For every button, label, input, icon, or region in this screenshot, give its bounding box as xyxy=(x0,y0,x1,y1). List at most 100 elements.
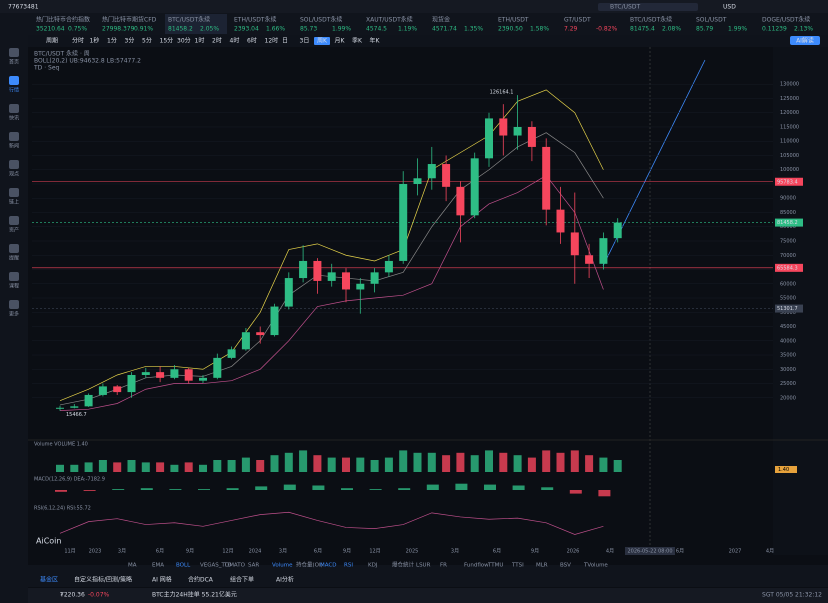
ticker-name[interactable]: SOL/USDT永续 xyxy=(300,16,342,24)
sidebar-label[interactable]: 观点 xyxy=(9,172,19,178)
sidebar-label[interactable]: 提醒 xyxy=(9,255,19,262)
ticker-name[interactable]: BTC/USDT永续 xyxy=(168,16,210,24)
candle-body xyxy=(141,372,150,375)
indicator-tab[interactable]: TTMU xyxy=(487,563,503,569)
volume-bar xyxy=(542,450,551,472)
period[interactable]: 月K xyxy=(335,38,346,45)
account: 77673481 xyxy=(8,4,39,11)
sidebar-label[interactable]: 新闻 xyxy=(9,143,19,150)
sidebar-label[interactable]: 资产 xyxy=(9,227,19,234)
bottom-tab[interactable]: 基金区 xyxy=(40,576,58,584)
sidebar-label[interactable]: 首页 xyxy=(9,59,19,66)
indicator-tab[interactable]: TD xyxy=(223,563,232,569)
ai-button[interactable] xyxy=(790,36,820,45)
sidebar-icon[interactable] xyxy=(9,104,19,113)
sidebar-icon[interactable] xyxy=(9,216,19,225)
volume-bar xyxy=(456,452,465,472)
sidebar-icon[interactable] xyxy=(9,188,19,197)
ticker-name[interactable]: ETH/USDT永续 xyxy=(234,16,276,24)
candle-body xyxy=(527,126,536,147)
ticker-name[interactable]: 热门比特币合约指数 xyxy=(36,16,90,24)
bottom-tab[interactable]: AI 网格 xyxy=(152,576,172,584)
bottom-tab[interactable]: 合约DCA xyxy=(188,576,214,584)
sidebar-icon[interactable] xyxy=(9,300,19,309)
time-label: 3月 xyxy=(451,549,459,555)
sidebar-icon[interactable] xyxy=(9,76,19,85)
sidebar-label[interactable]: 课程 xyxy=(9,283,19,290)
legend: TD · Seq xyxy=(33,65,60,72)
indicator-tab[interactable]: BOLL xyxy=(176,563,191,569)
search[interactable] xyxy=(598,3,698,11)
period[interactable]: 季K xyxy=(352,37,363,45)
ticker-name[interactable]: ETH/USDT xyxy=(498,17,529,24)
period[interactable]: 周K xyxy=(317,38,328,45)
bottom-tab[interactable]: 自定义指标/回测/策略 xyxy=(74,576,132,584)
sidebar-label[interactable]: 更多 xyxy=(9,311,19,318)
indicator-tab[interactable]: LSUR xyxy=(416,563,431,569)
indicator-tab[interactable]: TTSI xyxy=(511,563,524,569)
sidebar-icon[interactable] xyxy=(9,244,19,253)
ticker-name[interactable]: GT/USDT xyxy=(564,17,591,24)
time-label: 12月 xyxy=(369,549,380,555)
indicator-tab[interactable]: RSI xyxy=(344,563,353,569)
macd-bar xyxy=(255,486,268,490)
period[interactable]: 分时 xyxy=(72,37,84,45)
macd-bar xyxy=(369,489,382,490)
bottom-tab[interactable]: AI分析 xyxy=(276,576,294,584)
bottom-tab[interactable]: 组合下单 xyxy=(230,576,254,584)
sidebar-label[interactable]: 行情 xyxy=(9,87,19,94)
period[interactable]: 年K xyxy=(370,37,381,45)
sidebar-icon[interactable] xyxy=(9,132,19,141)
period[interactable]: 1时 xyxy=(195,37,205,45)
candle-body xyxy=(184,369,193,381)
indicator-tab[interactable]: Volume xyxy=(272,563,293,569)
candle-body xyxy=(299,260,308,279)
sidebar-label[interactable]: 链上 xyxy=(9,199,19,206)
indicator-tab[interactable]: TVolume xyxy=(583,563,608,569)
period[interactable]: 日 xyxy=(282,38,288,45)
sidebar-icon[interactable] xyxy=(9,272,19,281)
sidebar-label[interactable]: 快讯 xyxy=(9,115,19,122)
period[interactable]: 1分 xyxy=(107,37,117,45)
indicator-tab[interactable]: VEGAS_TOMATO xyxy=(200,563,246,569)
indicator-tab[interactable]: 爆仓统计 xyxy=(392,561,415,569)
ticker-name[interactable]: DOGE/USDT永续 xyxy=(762,16,810,24)
ticker-name[interactable]: 现货金 xyxy=(432,16,450,24)
y-tick-label: 60000 xyxy=(780,281,796,287)
period[interactable]: 30分 xyxy=(177,37,191,45)
indicator-tab[interactable]: MA xyxy=(128,563,137,569)
indicator-tab[interactable]: Fundflow xyxy=(464,563,489,569)
candle-body xyxy=(585,255,594,264)
indicator-tab[interactable]: 持仓量(OI) xyxy=(296,561,323,569)
ticker-name[interactable]: XAUT/USDT永续 xyxy=(366,16,413,24)
sidebar-icon[interactable] xyxy=(9,160,19,169)
currency[interactable]: USD xyxy=(723,4,736,11)
ticker-name[interactable]: BTC/USDT永续 xyxy=(630,16,672,24)
indicator-tab[interactable]: BSV xyxy=(560,563,571,569)
period[interactable]: 12时 xyxy=(265,37,279,45)
price-annotation: 126164.1 xyxy=(490,90,514,96)
period[interactable]: 5分 xyxy=(142,37,152,45)
macd-bar xyxy=(512,485,525,490)
period[interactable]: 6时 xyxy=(247,37,257,45)
time-label: 6月 xyxy=(493,549,501,555)
indicator-tab[interactable]: EMA xyxy=(152,563,164,569)
indicator-tab[interactable]: KDJ xyxy=(368,563,378,569)
period[interactable]: 1秒 xyxy=(90,37,100,45)
period[interactable]: 4时 xyxy=(230,37,240,45)
period[interactable]: 3日 xyxy=(300,38,310,45)
period[interactable]: 3分 xyxy=(125,37,135,45)
period[interactable]: 15分 xyxy=(160,37,174,45)
time-label: 4月 xyxy=(606,549,614,555)
volume-bar xyxy=(470,455,479,472)
period[interactable]: 2时 xyxy=(212,37,222,45)
ticker-name[interactable]: SOL/USDT xyxy=(696,17,727,24)
volume-bar xyxy=(56,464,64,472)
ticker-name[interactable]: 热门比特币期货CFD xyxy=(102,16,157,24)
volume-bar xyxy=(384,457,393,472)
indicator-tab[interactable]: SAR xyxy=(248,563,259,569)
indicator-tab[interactable]: MLR xyxy=(536,563,548,569)
indicator-tab[interactable]: FR xyxy=(440,563,447,569)
indicator-tab[interactable]: MACD xyxy=(320,563,337,569)
sidebar-icon[interactable] xyxy=(9,48,19,57)
